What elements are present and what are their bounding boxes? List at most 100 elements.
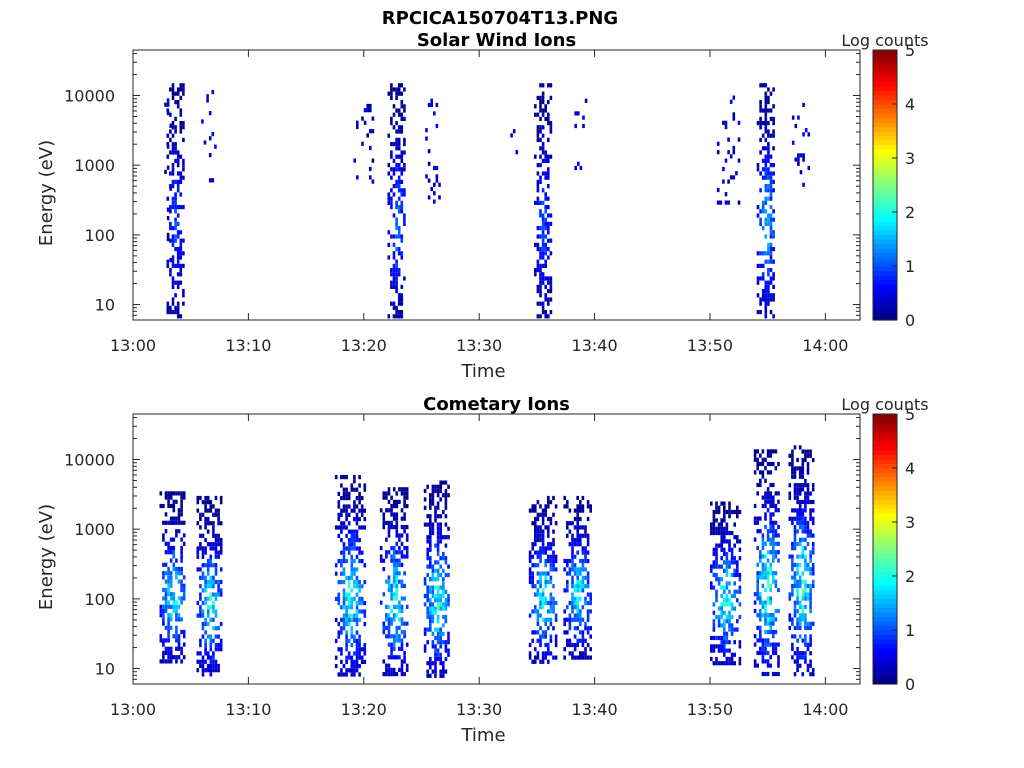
heatmap-cell <box>390 205 393 210</box>
colorbar-tick-label: 2 <box>905 567 915 586</box>
heatmap-cell <box>717 614 721 620</box>
heatmap-cell <box>427 178 431 183</box>
heatmap-cell <box>544 251 547 256</box>
heatmap-cell <box>566 558 569 564</box>
colorbar-segment <box>873 580 897 586</box>
heatmap-cell <box>204 642 207 648</box>
heatmap-cell <box>429 560 432 565</box>
heatmap-cell <box>400 91 404 96</box>
heatmap-cell <box>722 166 725 172</box>
heatmap-cell <box>211 178 215 183</box>
heatmap-cell <box>710 648 713 653</box>
heatmap-cell <box>586 584 590 589</box>
heatmap-cell <box>804 651 807 656</box>
heatmap-cell <box>358 483 361 488</box>
heatmap-cell <box>169 310 172 315</box>
heatmap-cell <box>796 667 799 673</box>
heatmap-cell <box>179 87 183 92</box>
heatmap-cell <box>350 605 354 610</box>
heatmap-cell <box>395 525 399 530</box>
heatmap-cell <box>439 514 442 519</box>
heatmap-cell <box>764 129 768 134</box>
heatmap-cell <box>539 146 542 151</box>
heatmap-cell <box>355 554 359 559</box>
heatmap-cell <box>172 566 176 572</box>
heatmap-cell <box>539 293 542 298</box>
heatmap-cell <box>764 516 767 521</box>
heatmap-cell <box>791 634 794 639</box>
heatmap-cell <box>405 495 409 500</box>
heatmap-cell <box>769 562 772 567</box>
heatmap-cell <box>579 596 582 601</box>
heatmap-cell <box>176 154 180 159</box>
heatmap-cell <box>793 625 797 631</box>
heatmap-cell <box>544 259 547 264</box>
heatmap-cell <box>576 613 579 618</box>
heatmap-cell <box>400 550 404 555</box>
heatmap-cell <box>169 258 172 263</box>
heatmap-cell <box>442 509 445 515</box>
heatmap-cell <box>791 474 794 479</box>
heatmap-cell <box>167 655 170 660</box>
heatmap-cell <box>761 600 765 605</box>
heatmap-cell <box>337 630 341 635</box>
heatmap-cell <box>214 512 218 517</box>
heatmap-cell <box>174 100 177 105</box>
heatmap-cell <box>179 247 183 252</box>
colorbar-segment <box>873 117 897 123</box>
heatmap-cell <box>347 538 351 543</box>
heatmap-cell <box>166 165 170 170</box>
heatmap-cell <box>398 571 401 576</box>
heatmap-cell <box>434 673 437 678</box>
heatmap-cell <box>539 626 542 631</box>
heatmap-cell <box>447 493 450 498</box>
heatmap-cell <box>571 537 574 543</box>
heatmap-cell <box>728 505 731 510</box>
heatmap-cell <box>392 562 396 567</box>
heatmap-cell <box>544 314 547 319</box>
heatmap-cell <box>769 520 772 525</box>
heatmap-cell <box>715 644 718 649</box>
heatmap-cell <box>434 610 437 615</box>
heatmap-cell <box>334 475 338 480</box>
heatmap-cell <box>206 516 210 522</box>
heatmap-cell <box>395 571 399 576</box>
heatmap-cell <box>204 659 207 664</box>
heatmap-cell <box>439 661 442 666</box>
heatmap-cell <box>728 589 731 594</box>
heatmap-cell <box>715 551 718 557</box>
heatmap-cell <box>712 635 716 641</box>
heatmap-cell <box>171 142 175 147</box>
heatmap-cell <box>403 150 406 155</box>
heatmap-cell <box>774 608 778 614</box>
heatmap-cell <box>217 642 220 648</box>
heatmap-cell <box>206 500 210 505</box>
heatmap-cell <box>347 668 351 673</box>
heatmap-cell <box>400 672 404 677</box>
heatmap-cell <box>395 129 398 134</box>
heatmap-cell <box>423 581 427 586</box>
heatmap-cell <box>390 167 393 172</box>
colorbar-tick-label: 1 <box>905 621 915 640</box>
heatmap-cell <box>342 571 346 576</box>
heatmap-cell <box>403 529 406 534</box>
heatmap-cell <box>171 297 175 302</box>
heatmap-cell <box>356 175 359 180</box>
heatmap-cell <box>204 630 207 635</box>
heatmap-cell <box>761 251 765 256</box>
heatmap-cell <box>723 585 726 590</box>
heatmap-cell <box>791 508 794 513</box>
heatmap-cell <box>547 609 550 614</box>
heatmap-cell <box>353 487 356 492</box>
heatmap-cell <box>204 621 207 627</box>
heatmap-cell <box>345 475 348 480</box>
heatmap-cell <box>811 520 815 526</box>
heatmap-cell <box>355 529 359 534</box>
heatmap-cell <box>807 165 811 171</box>
heatmap-cell <box>774 508 778 513</box>
heatmap-cell <box>442 585 445 590</box>
heatmap-cell <box>400 609 404 614</box>
heatmap-cell <box>723 627 726 632</box>
heatmap-cell <box>723 505 726 510</box>
heatmap-cell <box>387 525 391 530</box>
